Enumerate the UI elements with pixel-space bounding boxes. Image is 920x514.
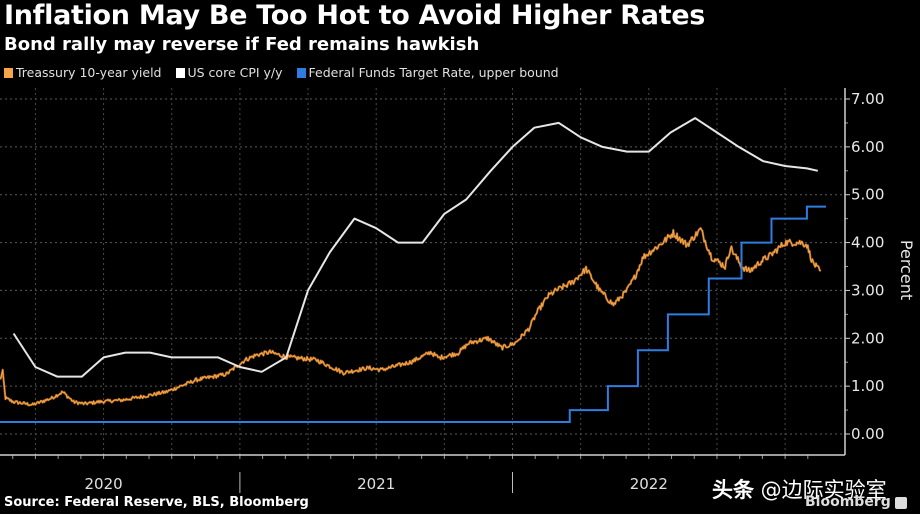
legend-swatch-treasury: [4, 67, 13, 78]
watermark-brand: 头条: [712, 478, 754, 502]
series-treasury-line: [0, 227, 821, 406]
y-tick-label: 4.00: [851, 234, 884, 252]
legend-label-treasury: Treassury 10-year yield: [16, 65, 162, 80]
legend-label-fed-funds: Federal Funds Target Rate, upper bound: [308, 65, 559, 80]
axes: [0, 88, 850, 493]
y-tick-label: 7.00: [851, 90, 884, 108]
y-axis-label: Percent: [897, 240, 916, 300]
legend-swatch-cpi: [175, 67, 185, 78]
legend-swatch-fed-funds: [296, 67, 306, 78]
watermark: 头条 @边际实验室: [712, 474, 887, 504]
bloomberg-logo: Bloomberg: [805, 494, 891, 510]
y-tick-label: 5.00: [851, 186, 884, 204]
x-tick-labels: 2020 2021 2022: [84, 475, 667, 493]
chart-icon: [895, 497, 907, 509]
legend-item-fed-funds: Federal Funds Target Rate, upper bound: [296, 65, 559, 80]
source-note: Source: Federal Reserve, BLS, Bloomberg: [4, 495, 309, 510]
legend: Treassury 10-year yield US core CPI y/y …: [4, 65, 559, 80]
y-tick-label: 3.00: [851, 281, 884, 299]
y-tick-labels: 0.00 1.00 2.00 3.00 4.00 5.00 6.00 7.00: [851, 90, 884, 443]
series-fed-funds-line: [0, 205, 826, 424]
series-layer: [0, 117, 826, 424]
chart-title: Inflation May Be Too Hot to Avoid Higher…: [4, 0, 706, 31]
legend-item-treasury: Treassury 10-year yield: [4, 65, 162, 80]
series-cpi-line: [12, 117, 819, 378]
x-tick-label: 2021: [357, 475, 395, 493]
y-tick-label: 6.00: [851, 138, 884, 156]
gridlines: [0, 88, 845, 455]
y-tick-label: 2.00: [851, 329, 884, 347]
y-tick-label: 1.00: [851, 377, 884, 395]
legend-item-cpi: US core CPI y/y: [175, 65, 283, 80]
legend-label-cpi: US core CPI y/y: [187, 65, 283, 80]
chart-subtitle: Bond rally may reverse if Fed remains ha…: [4, 34, 480, 55]
watermark-handle: @边际实验室: [754, 478, 887, 502]
x-tick-label: 2022: [630, 475, 668, 493]
series-treasury-shadow: [0, 227, 822, 407]
y-tick-label: 0.00: [851, 425, 884, 443]
x-tick-label: 2020: [84, 475, 122, 493]
